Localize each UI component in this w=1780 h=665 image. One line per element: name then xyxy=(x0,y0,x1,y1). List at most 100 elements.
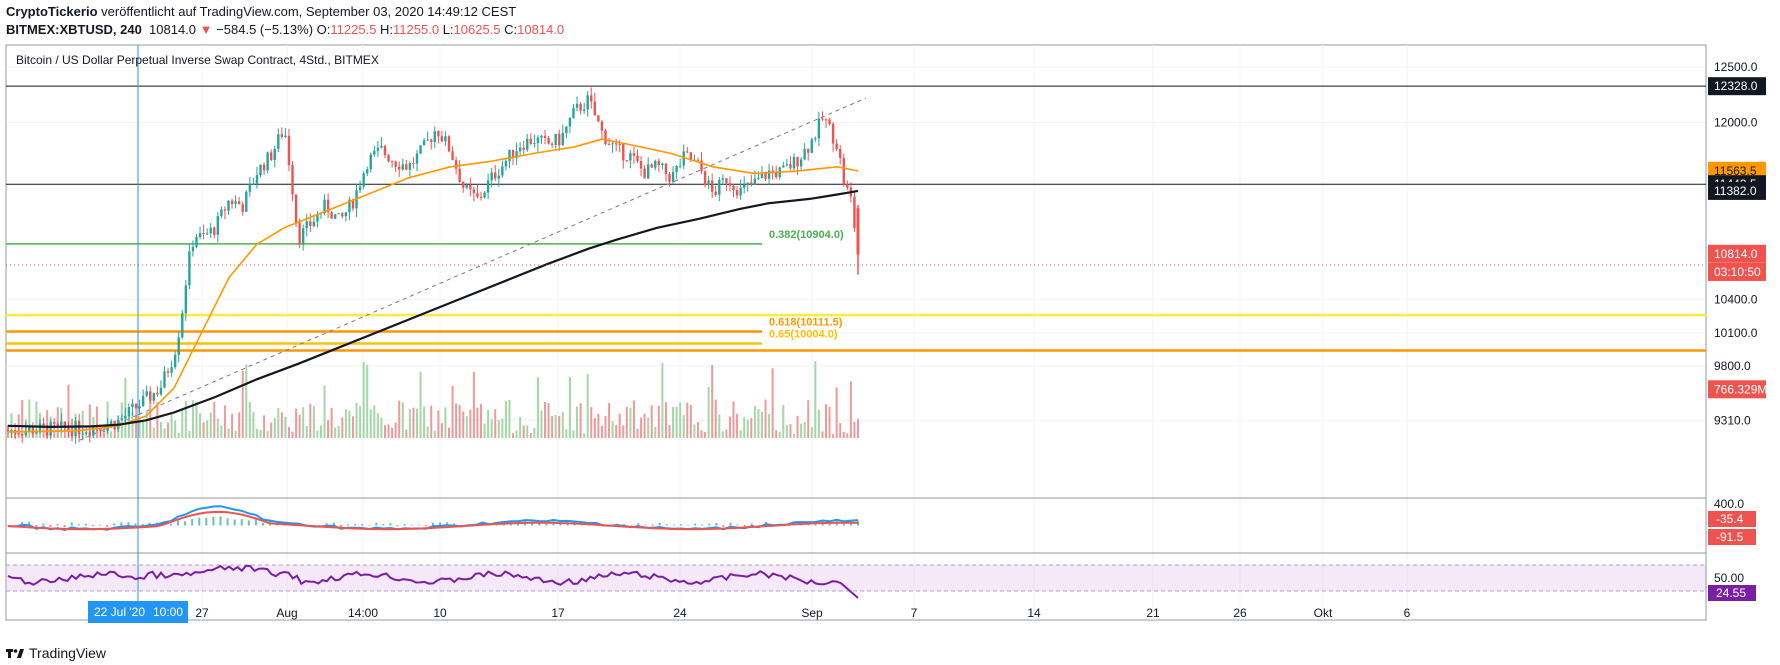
rsi-line xyxy=(7,564,859,599)
volume-bar xyxy=(746,419,749,438)
candle-body xyxy=(490,172,493,181)
volume-bar xyxy=(266,431,269,438)
candle-body xyxy=(191,246,195,252)
x-tick-label: 7 xyxy=(911,606,918,620)
volume-bar xyxy=(302,407,305,438)
volume-bar xyxy=(764,399,767,438)
volume-bar xyxy=(650,405,653,438)
volume-bar xyxy=(373,405,376,438)
candle-body xyxy=(245,191,248,212)
macd-hist-bar xyxy=(389,523,392,526)
volume-bar xyxy=(504,400,507,438)
volume-bar xyxy=(405,429,408,438)
candle-body xyxy=(259,164,262,176)
volume-bar xyxy=(35,401,38,438)
candle-body xyxy=(721,178,725,180)
volume-bar xyxy=(223,405,226,438)
tradingview-watermark[interactable]: TradingView xyxy=(6,645,106,661)
candle-body xyxy=(739,187,742,196)
volume-bar xyxy=(604,416,607,438)
candle-body xyxy=(430,139,433,143)
candle-body xyxy=(671,171,675,182)
macd-hist-bar xyxy=(708,523,711,526)
candle-body xyxy=(533,143,536,145)
candle-body xyxy=(561,132,565,146)
candle-body xyxy=(60,421,63,426)
candle-body xyxy=(237,201,241,205)
macd-hist-bar xyxy=(42,523,45,526)
x-tick-label: Aug xyxy=(276,606,297,620)
price-badge xyxy=(1708,262,1766,281)
volume-bar xyxy=(672,406,675,438)
candle-body xyxy=(262,164,266,171)
volume-bar xyxy=(579,403,582,438)
volume-bar xyxy=(344,409,347,438)
volume-bar xyxy=(487,409,490,438)
publisher-name: CryptoTickerio xyxy=(6,4,98,19)
candle-body xyxy=(689,152,693,161)
macd-hist-bar xyxy=(35,525,38,527)
moving-averages xyxy=(7,138,859,433)
volume-bar xyxy=(199,413,202,438)
volume-bar xyxy=(526,425,529,438)
candle-body xyxy=(807,148,810,153)
candle-body xyxy=(785,164,789,166)
volume-bar xyxy=(419,371,422,438)
volume-bar xyxy=(398,400,401,438)
candle-body xyxy=(550,143,554,145)
fib-level-label: 0.65(10004.0) xyxy=(769,328,838,340)
price-axis-labels: 12500.0 12000.0 10400.0 10100.0 9800.0 9310.0 xyxy=(1714,60,1758,427)
candle-body xyxy=(92,427,95,436)
volume-bar xyxy=(615,425,618,438)
candle-body xyxy=(131,403,134,408)
volume-bar xyxy=(657,405,660,438)
volume-bar xyxy=(551,416,554,438)
volume-bar xyxy=(295,408,298,438)
volume-bar xyxy=(544,401,547,438)
volume-bar xyxy=(21,400,24,438)
low-value: 10625.5 xyxy=(453,22,501,37)
volume-bar xyxy=(241,370,244,438)
volume-bar xyxy=(629,407,632,438)
volume-bar xyxy=(206,420,209,438)
macd-hist-bar xyxy=(424,525,427,527)
macd-hist-bar xyxy=(254,519,257,526)
candle-body xyxy=(433,131,436,143)
candle-body xyxy=(309,221,312,227)
candle-body xyxy=(301,228,305,245)
macd-signal-line xyxy=(7,510,859,531)
trend-line[interactable] xyxy=(79,97,867,441)
volume-bar xyxy=(323,385,326,438)
candle-body xyxy=(831,123,835,144)
volume-bar xyxy=(284,416,287,438)
candle-body xyxy=(255,175,259,184)
candle-body xyxy=(45,425,49,436)
candle-body xyxy=(220,209,223,217)
macd-hist-bar xyxy=(49,525,52,527)
volume-bar xyxy=(714,399,717,438)
volume-bars xyxy=(7,361,859,438)
volume-bar xyxy=(721,431,724,438)
candle-body xyxy=(504,160,508,167)
price-change: −584.5 (−5.13%) xyxy=(216,22,314,37)
volume-bar xyxy=(533,427,536,438)
volume-bar xyxy=(547,403,550,438)
candle-body xyxy=(444,136,447,142)
candle-body xyxy=(6,430,10,432)
macd-hist-bar xyxy=(92,525,94,526)
volume-bar xyxy=(849,381,852,438)
candle-body xyxy=(846,184,849,188)
volume-bar xyxy=(46,410,49,438)
volume-bar xyxy=(408,409,411,438)
volume-bar xyxy=(191,400,194,438)
candle-body xyxy=(661,163,664,166)
candle-body xyxy=(782,165,785,168)
macd-axis-label: 400.0 xyxy=(1714,497,1744,511)
volume-bar xyxy=(465,416,468,438)
volume-bar xyxy=(259,429,262,438)
candle-body xyxy=(799,159,803,167)
volume-bar xyxy=(56,407,59,438)
volume-bar xyxy=(380,417,383,438)
